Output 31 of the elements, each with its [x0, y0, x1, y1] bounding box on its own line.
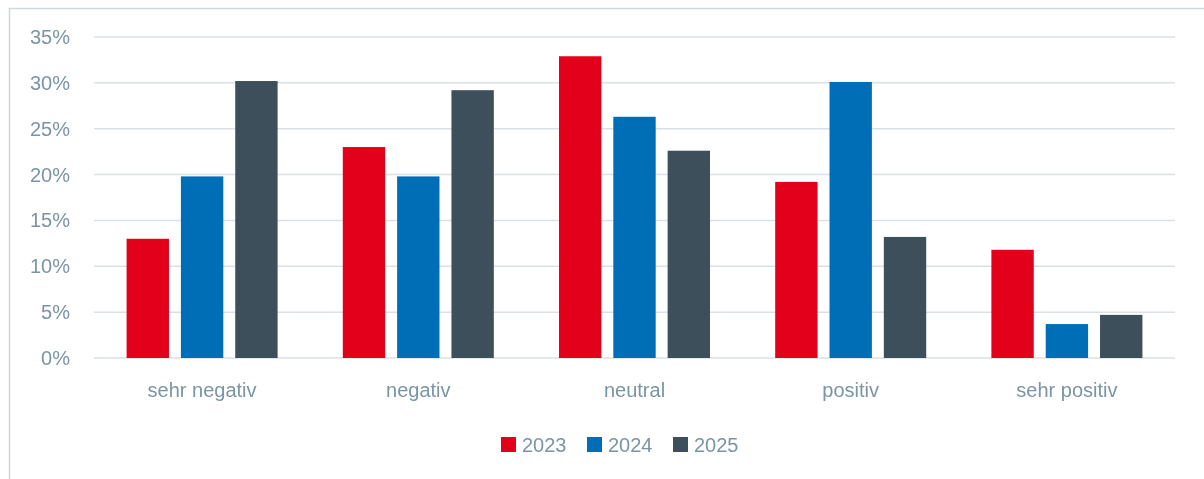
y-tick-label: 35% [29, 26, 71, 48]
bar [126, 238, 169, 358]
x-tick-label: sehr negativ [147, 379, 257, 401]
bar [180, 176, 224, 358]
legend-label: 2024 [608, 434, 653, 456]
y-tick-label: 20% [29, 163, 71, 186]
bar [342, 147, 386, 358]
bar [1045, 324, 1089, 358]
x-tick-label: neutral [603, 379, 666, 401]
y-tick-label: 0% [41, 347, 71, 369]
bar [991, 249, 1034, 358]
y-tick-label: 5% [41, 301, 71, 324]
bar [613, 116, 656, 358]
y-tick-label: 10% [29, 255, 71, 278]
y-tick-label: 15% [29, 209, 71, 232]
x-tick-label: sehr positiv [1016, 379, 1118, 401]
bar [829, 81, 872, 358]
bar [1100, 314, 1143, 358]
bar [451, 90, 494, 358]
y-tick-label: 25% [29, 117, 71, 140]
bar [775, 181, 818, 358]
bar [883, 236, 927, 358]
bar [235, 81, 278, 358]
bar [397, 176, 440, 358]
legend-label: 2025 [694, 434, 739, 456]
x-tick-label: positiv [822, 379, 880, 401]
x-tick-label: negativ [386, 379, 451, 401]
y-tick-label: 30% [29, 71, 71, 94]
legend-label: 2023 [522, 434, 567, 456]
bar [558, 56, 602, 358]
bar [667, 150, 711, 358]
